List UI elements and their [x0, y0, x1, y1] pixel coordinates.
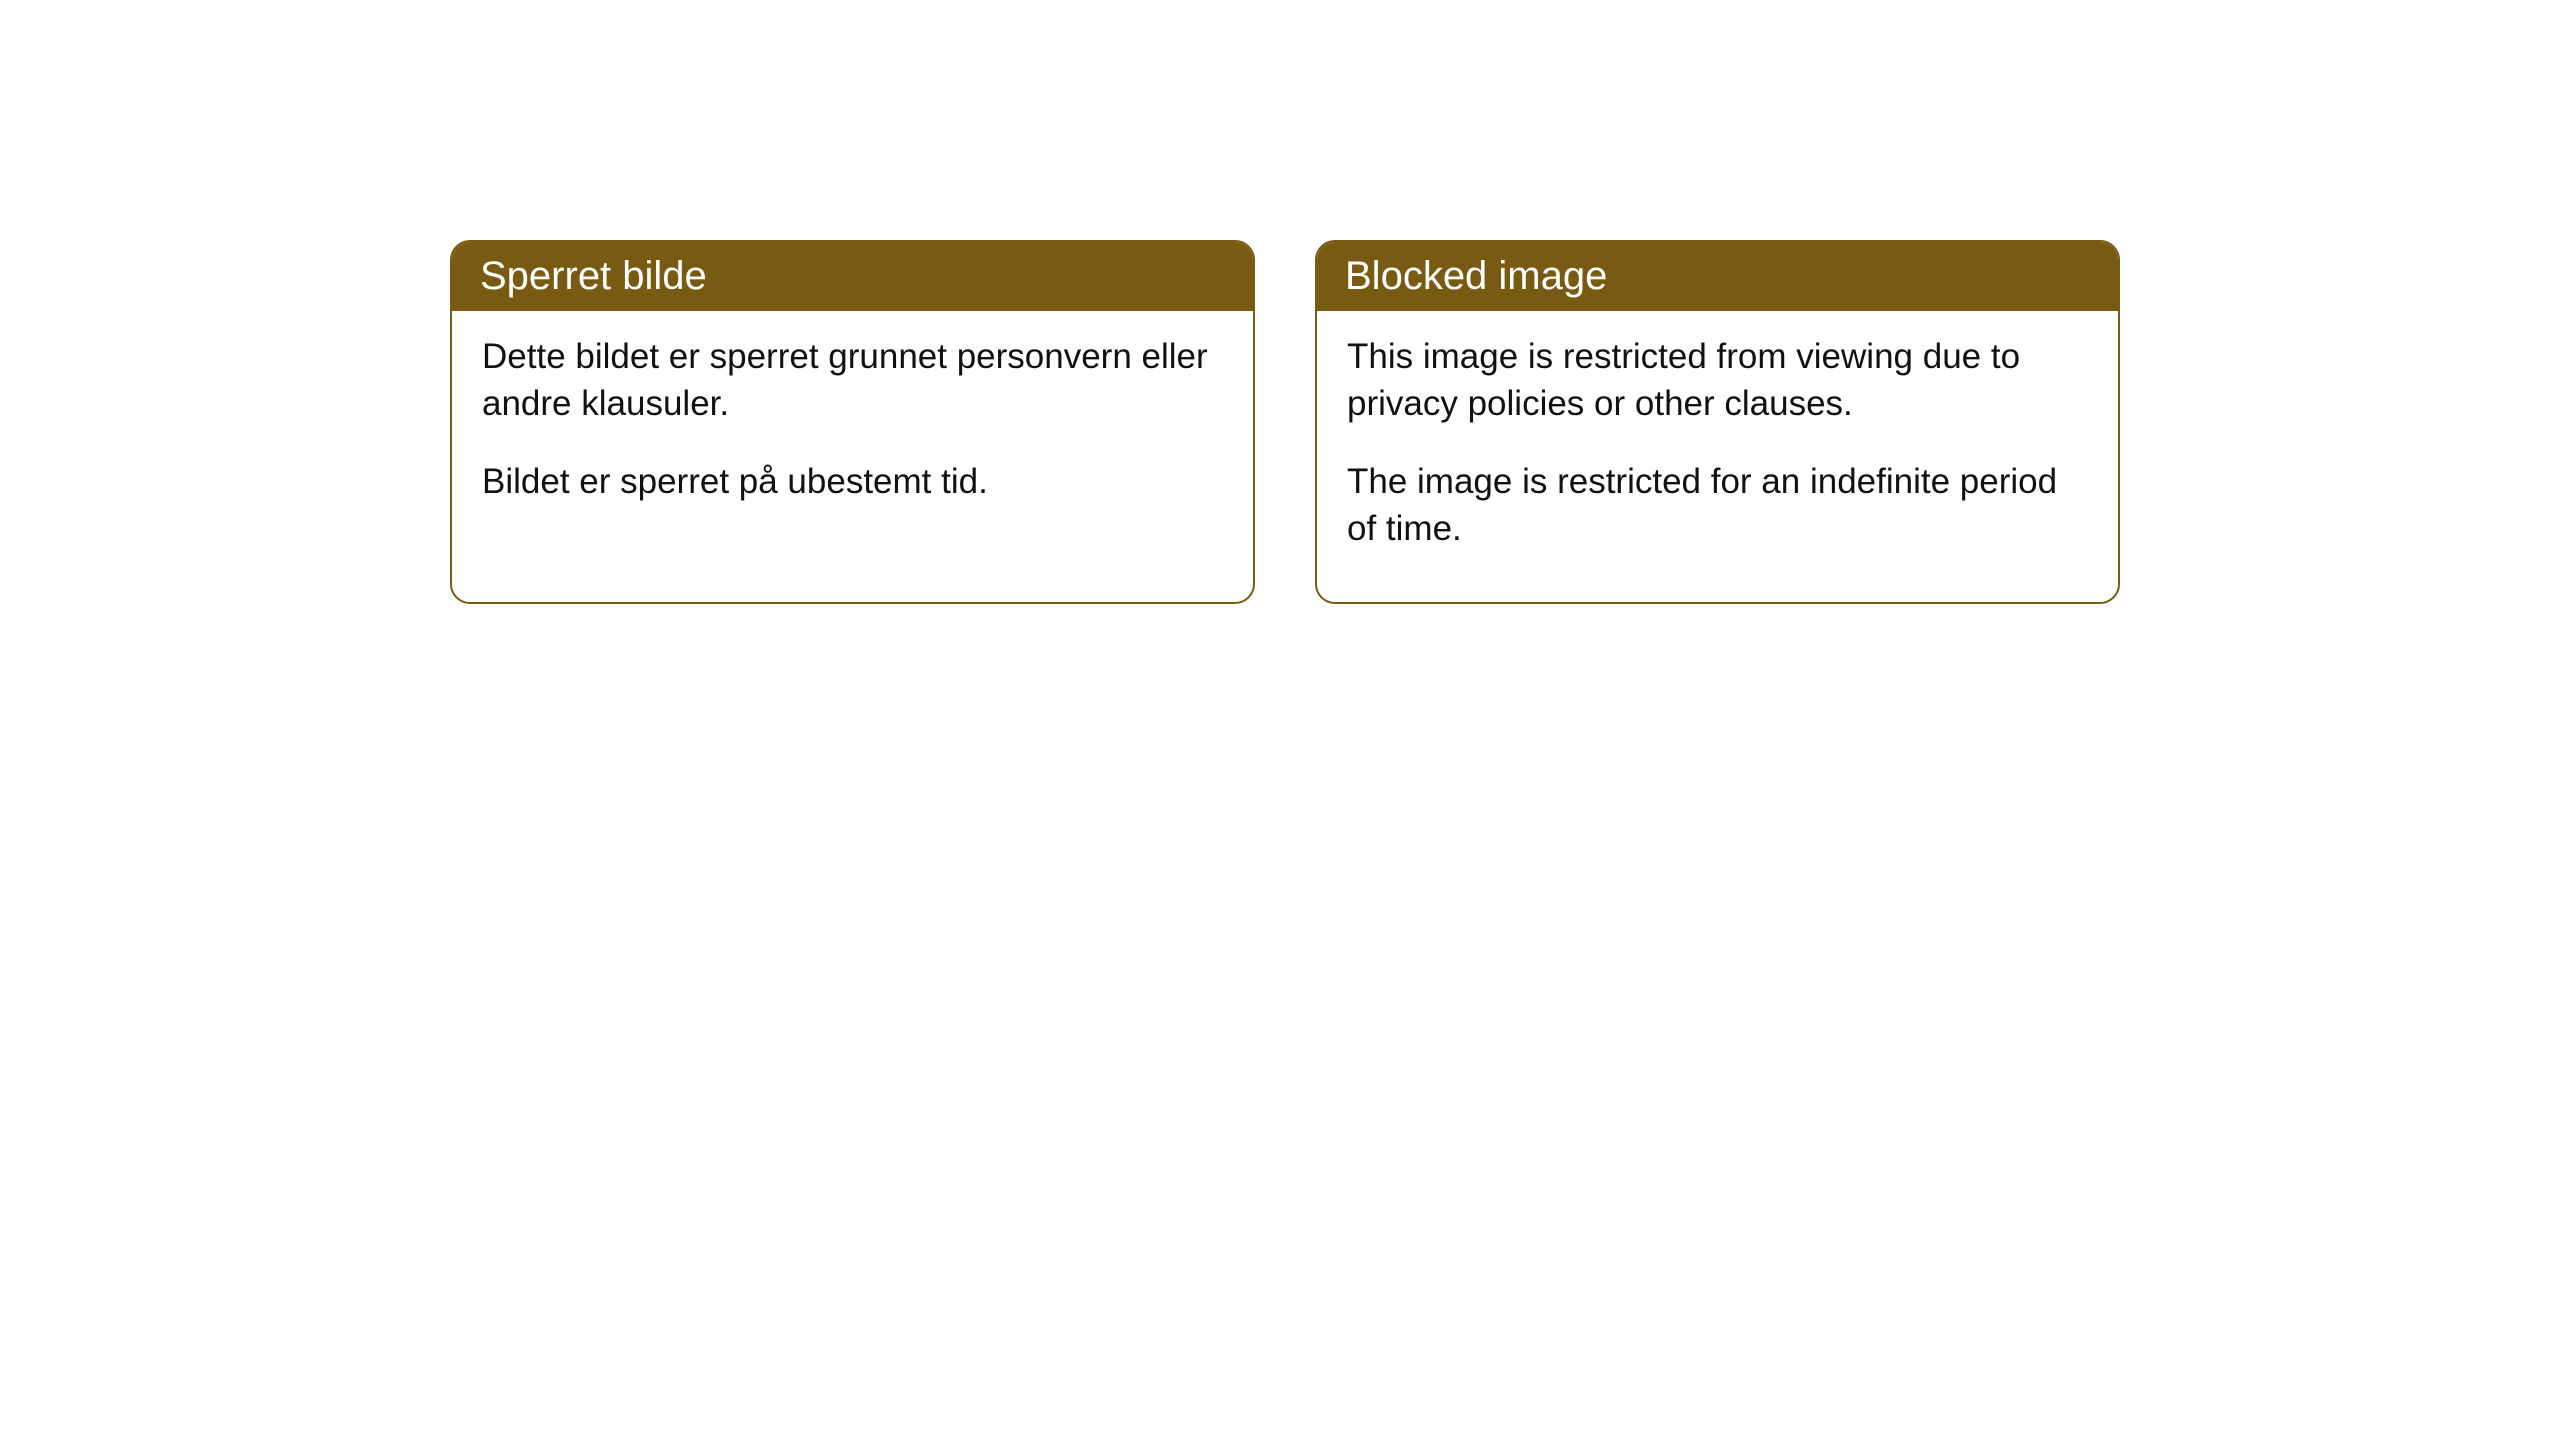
notice-header-norwegian: Sperret bilde	[452, 242, 1253, 311]
notice-header-english: Blocked image	[1317, 242, 2118, 311]
notice-card-english: Blocked image This image is restricted f…	[1315, 240, 2120, 604]
notice-text-english-2: The image is restricted for an indefinit…	[1347, 458, 2088, 553]
notice-card-norwegian: Sperret bilde Dette bildet er sperret gr…	[450, 240, 1255, 604]
notice-text-norwegian-2: Bildet er sperret på ubestemt tid.	[482, 458, 1223, 505]
notice-body-norwegian: Dette bildet er sperret grunnet personve…	[452, 311, 1253, 555]
notice-container: Sperret bilde Dette bildet er sperret gr…	[450, 240, 2560, 604]
notice-text-english-1: This image is restricted from viewing du…	[1347, 333, 2088, 428]
notice-body-english: This image is restricted from viewing du…	[1317, 311, 2118, 602]
notice-text-norwegian-1: Dette bildet er sperret grunnet personve…	[482, 333, 1223, 428]
